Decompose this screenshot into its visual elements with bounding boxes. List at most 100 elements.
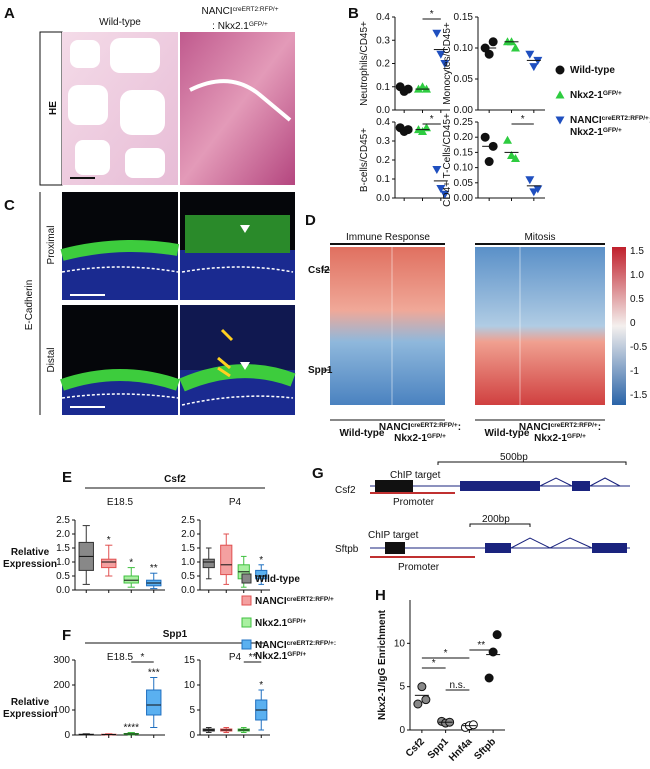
y-tick-label: 0 [189,730,195,741]
text-part: NANCI [519,422,551,433]
label: NANCIcreERT2:RFP/+: [379,422,461,434]
legend-entry: Wild-type [255,574,300,585]
box [255,569,268,580]
data-point [480,132,490,142]
y-tick-label: 0.1 [376,174,390,185]
label: Relative [11,547,50,558]
data-point [488,37,498,47]
label: Csf2 [335,485,356,496]
text-part: GFP/+ [249,21,268,28]
color-bar-label: 1.5 [630,246,644,257]
y-axis-label: B-cells/CD45+ [359,128,370,192]
y-tick-label: 0.4 [376,12,390,23]
y-tick-label: 0.25 [454,117,474,128]
y-tick-label: 0.4 [376,117,390,128]
chart-title: Spp1 [163,629,188,640]
sig-label: *** [148,668,160,679]
y-tick-label: 0 [399,725,405,736]
y-tick-label: 2.0 [181,529,195,540]
data-point [484,157,494,167]
y-tick-label: 0.0 [56,585,70,596]
data-point [555,116,565,125]
legend-entry: Nkx2-1GFP/+ [570,90,622,102]
data-point [533,185,543,194]
label: Promoter [398,562,440,573]
text-part: creERT2:RFP/+: [287,640,336,647]
y-tick-label: 0.05 [454,178,474,189]
data-point [417,682,427,692]
label: 500bp [500,452,528,463]
color-bar-label: -0.5 [630,342,648,353]
tissue-edge [189,79,292,122]
panel-label: G [312,465,324,482]
sig-label: ** [249,652,257,663]
text-part: GFP/+ [603,127,622,134]
data-point [468,720,478,730]
text-part: NANCI [379,422,411,433]
label: ChIP target [390,470,441,481]
sig-label: * [141,652,145,663]
stage-label: E18.5 [107,652,134,663]
color-bar-label: 1.0 [630,270,644,281]
text-part: creERT2:RFP/+ [411,422,458,429]
panel-label: D [305,212,316,229]
legend-entry: Nkx2-1GFP/+ [570,127,622,139]
y-tick-label: 1.0 [56,557,70,568]
panel-label: F [62,627,71,644]
sig-label: * [107,535,111,546]
legend-entry: Nkx2.1GFP/+ [255,651,306,663]
label: Mitosis [524,232,555,243]
label: Nkx2-1GFP/+ [394,433,446,445]
data-point [440,60,450,68]
color-bar-label: -1.5 [630,390,648,401]
box [101,558,117,569]
y-tick-label: 1.0 [181,557,195,568]
data-point [413,699,423,709]
label: : Nkx2.1GFP/+ [212,21,268,33]
text-part: Nkx2.1 [255,618,288,629]
data-point [555,90,565,99]
data-point [529,63,539,72]
sig-label: * [129,558,133,569]
data-point [440,190,450,199]
stage-label: P4 [229,652,242,663]
data-point [507,150,516,159]
data-point [492,630,502,640]
y-tick-label: 300 [53,655,70,666]
text-part: GFP/+ [603,90,622,97]
data-point [421,695,431,705]
legend-entry: NANCIcreERT2:RFP/+ [255,596,334,608]
text-part: : [649,115,650,126]
label: Proximal [46,226,57,265]
heatmap-dividers [391,247,521,405]
label: Wild-type [340,428,385,439]
y-axis-label: CD4+ T-Cells/CD45+ [442,113,453,207]
text-part: : [458,422,461,433]
label: Immune Response [346,232,430,243]
sig-label: * [259,680,263,691]
data-point [511,153,520,162]
sig-label: * [430,114,434,125]
panel-label: A [4,5,15,22]
data-point [525,50,535,59]
y-tick-label: 0.05 [454,74,474,85]
text-part: Wild-type [570,65,615,76]
data-point [555,65,565,75]
y-axis-label: Nkx2-1/IgG Enrichment [377,609,388,720]
y-axis-label: Neutrophils/CD45+ [359,21,370,106]
text-part: GFP/+ [287,651,306,658]
data-point [511,43,520,52]
label: Distal [46,347,57,372]
y-tick-label: 0.15 [454,12,474,23]
label: Csf2 [308,265,330,276]
label: NANCIcreERT2:RFP/+ [201,6,278,18]
y-tick-label: 0.0 [376,105,390,116]
sig-label: * [444,648,448,659]
alveoli [68,38,165,178]
y-tick-label: 1.5 [181,543,195,554]
legend-entry: Nkx2.1GFP/+ [255,618,306,630]
gene-diagram [370,461,630,558]
y-tick-label: 0.00 [454,193,474,204]
text-part: NANCI [201,6,232,17]
